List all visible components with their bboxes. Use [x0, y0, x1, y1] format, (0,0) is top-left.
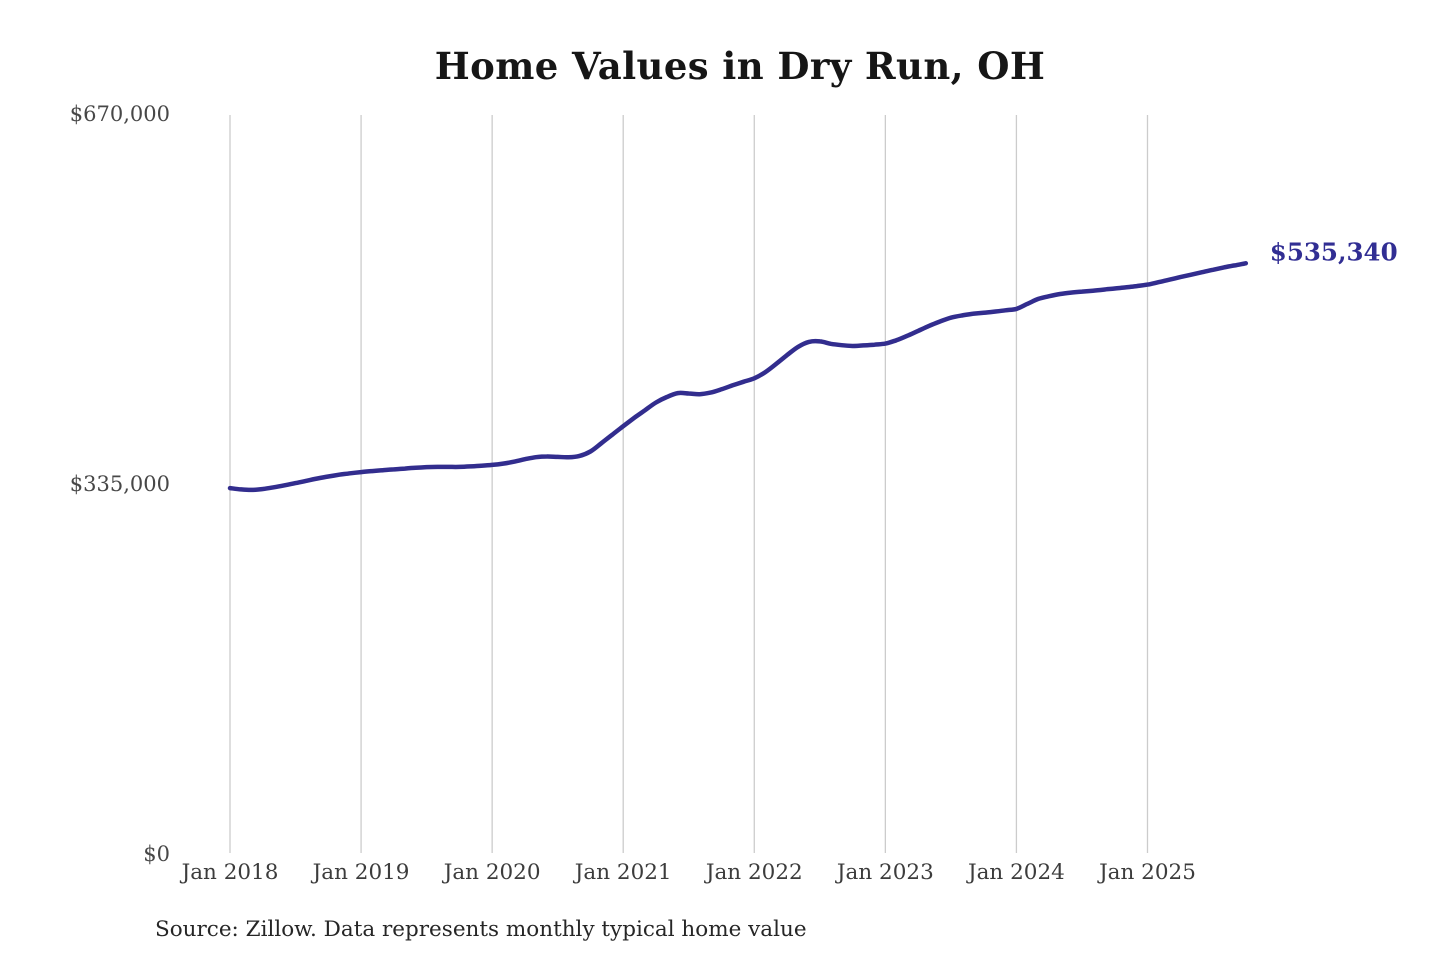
x-axis-tick-label: Jan 2023: [836, 860, 934, 885]
x-axis-tick-label: Jan 2018: [181, 860, 279, 885]
x-axis-tick-label: Jan 2022: [705, 860, 803, 885]
home-value-series-line: [227, 261, 1249, 493]
source-note: Source: Zillow. Data represents monthly …: [155, 917, 807, 942]
y-axis-tick-label-0: $0: [143, 842, 170, 866]
gridline-group: [229, 115, 1149, 853]
x-axis-tick-label: Jan 2025: [1099, 860, 1196, 885]
y-axis-tick-label-670000: $670,000: [69, 102, 170, 126]
x-axis-tick-label: Jan 2019: [312, 860, 410, 885]
x-axis-tick-label: Jan 2024: [967, 860, 1065, 885]
latest-value-label: $535,340: [1269, 237, 1398, 267]
x-axis-tick-label: Jan 2021: [574, 860, 672, 885]
y-axis-tick-label-335000: $335,000: [69, 472, 170, 496]
chart-title: Home Values in Dry Run, OH: [434, 44, 1046, 88]
x-axis-tick-label: Jan 2020: [443, 860, 541, 885]
